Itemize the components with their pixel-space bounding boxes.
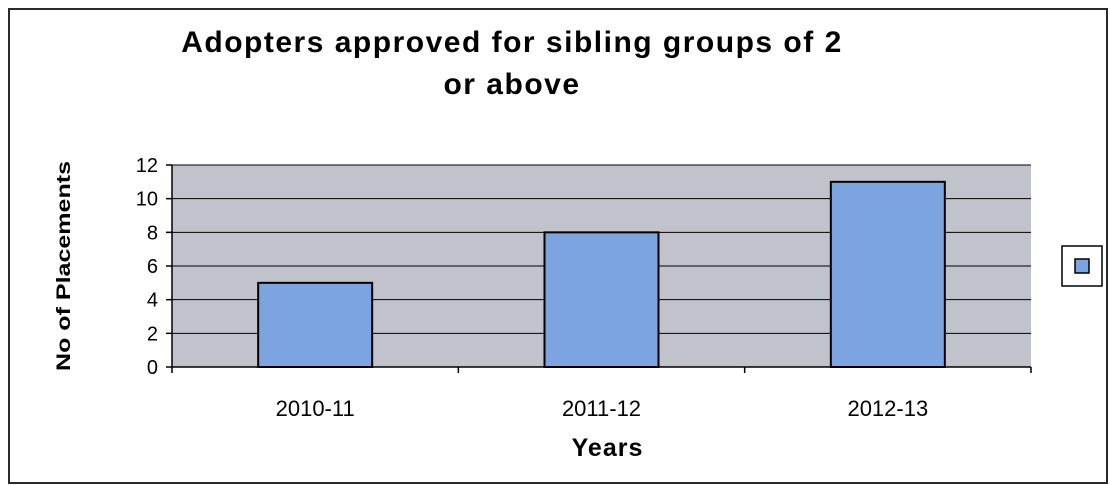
- bar-2010-11: [257, 281, 374, 369]
- bar-2012-13: [829, 180, 946, 368]
- chart-title: Adopters approved for sibling groups of …: [181, 26, 843, 101]
- bars: [257, 180, 946, 369]
- x-tick-label: 2011-12: [562, 396, 641, 421]
- x-axis-title: Years: [572, 434, 644, 462]
- y-tick-label: 6: [147, 256, 158, 278]
- y-tick-label: 0: [147, 357, 158, 379]
- y-tick-label: 2: [147, 323, 158, 345]
- y-tick-label: 8: [147, 222, 158, 244]
- y-tick-label: 12: [136, 155, 158, 177]
- legend: [1061, 245, 1103, 287]
- legend-swatch: [1074, 258, 1090, 274]
- y-axis-title: No of Placements: [54, 161, 75, 371]
- x-axis-ticks: 2010-11 2011-12 2012-13: [171, 367, 1032, 421]
- bar-2011-12: [543, 231, 660, 368]
- y-axis-ticks: 0 2 4 6 8 10 12: [136, 155, 172, 379]
- x-tick-label: 2012-13: [847, 396, 928, 421]
- y-tick-label: 4: [147, 290, 158, 312]
- y-tick-label: 10: [136, 189, 158, 211]
- x-tick-label: 2010-11: [276, 396, 355, 421]
